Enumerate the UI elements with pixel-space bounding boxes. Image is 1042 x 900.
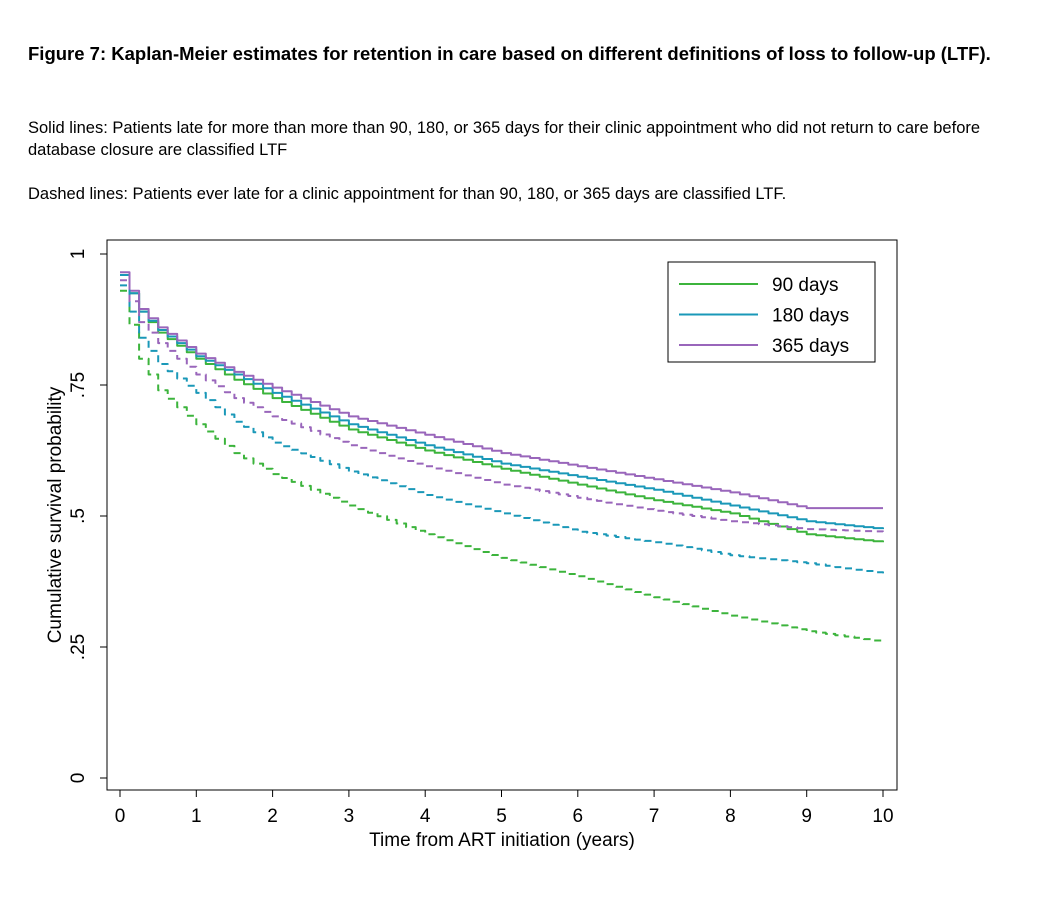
figure-title: Figure 7: Kaplan-Meier estimates for ret… [28, 43, 991, 64]
x-tick-label: 7 [649, 806, 660, 827]
x-tick-label: 0 [115, 806, 126, 827]
x-tick-label: 2 [267, 806, 278, 827]
x-tick-label: 5 [496, 806, 507, 827]
x-tick-label: 4 [420, 806, 431, 827]
legend: 90 days 180 days 365 days [667, 261, 876, 363]
x-tick-label: 9 [801, 806, 812, 827]
series-line-dashed-3 [120, 289, 884, 642]
x-tick-label: 8 [725, 806, 736, 827]
figure-note-dashed-lines: Dashed lines: Patients ever late for a c… [28, 185, 787, 203]
y-tick-label: 0 [68, 773, 89, 784]
y-axis-ticks: 0 .25 .5 .75 1 [68, 249, 107, 784]
figure-note-solid-lines: Solid lines: Patients late for more than… [28, 119, 981, 159]
x-axis-ticks: 0 1 2 3 4 5 6 7 8 9 10 [115, 790, 894, 827]
series-line-dashed-5 [120, 279, 884, 533]
y-tick-label: .25 [68, 634, 89, 660]
x-tick-label: 1 [191, 806, 202, 827]
legend-label: 180 days [772, 306, 849, 327]
series-lines [120, 271, 884, 642]
y-tick-label: .5 [68, 508, 89, 524]
x-tick-label: 6 [573, 806, 584, 827]
y-tick-label: 1 [68, 249, 89, 260]
legend-label: 365 days [772, 336, 849, 357]
x-tick-label: 3 [344, 806, 355, 827]
series-line-solid-1 [120, 274, 884, 530]
x-axis-label: Time from ART initiation (years) [369, 830, 635, 851]
x-tick-label: 10 [872, 806, 893, 827]
series-line-solid-0 [120, 274, 884, 543]
legend-label: 90 days [772, 275, 839, 296]
series-line-solid-2 [120, 271, 883, 510]
y-tick-label: .75 [68, 372, 89, 398]
y-axis-label: Cumulative survival probability [45, 386, 66, 643]
